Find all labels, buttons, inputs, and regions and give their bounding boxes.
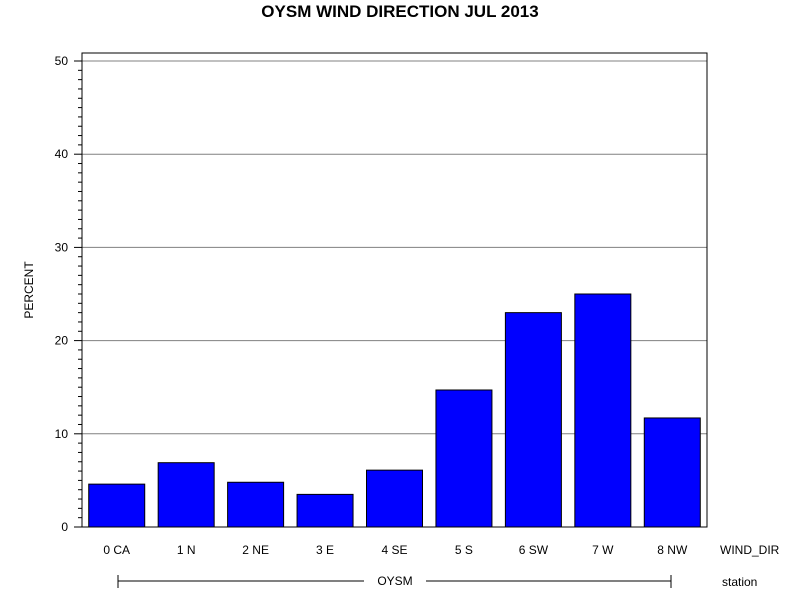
group-bracket: OYSM — [117, 574, 672, 588]
bar — [296, 493, 354, 528]
bar — [574, 293, 632, 528]
x-tick-label: 3 E — [316, 543, 334, 557]
bar — [366, 469, 423, 528]
bar — [643, 417, 701, 528]
x-tick-label: 1 N — [177, 543, 196, 557]
bar — [435, 389, 493, 528]
bar — [157, 462, 215, 528]
y-tick-label: 40 — [55, 147, 69, 161]
bars — [88, 293, 701, 528]
y-axis: 0 10 20 30 40 50 — [55, 54, 82, 534]
x-tick-label: 0 CA — [103, 543, 130, 557]
bar — [227, 481, 285, 528]
x-tick-label: 4 SE — [381, 543, 407, 557]
bar — [88, 483, 146, 528]
x-axis-labels: 0 CA 1 N 2 NE 3 E 4 SE 5 S 6 SW 7 W 8 NW — [103, 543, 688, 557]
y-tick-label: 30 — [55, 240, 69, 254]
bar — [504, 312, 562, 528]
group-label: OYSM — [377, 574, 412, 588]
chart-title: OYSM WIND DIRECTION JUL 2013 — [261, 2, 538, 21]
x-tick-label: 5 S — [455, 543, 473, 557]
plot-frame — [81, 52, 708, 528]
y-tick-label: 0 — [61, 520, 68, 534]
group-axis-label: station — [722, 575, 757, 589]
x-tick-label: 2 NE — [242, 543, 269, 557]
x-tick-label: 7 W — [592, 543, 614, 557]
x-tick-label: 8 NW — [657, 543, 688, 557]
y-tick-label: 50 — [55, 54, 69, 68]
y-tick-label: 20 — [55, 334, 69, 348]
y-axis-label: PERCENT — [22, 261, 36, 319]
y-tick-label: 10 — [55, 427, 69, 441]
x-axis-label: WIND_DIR — [720, 543, 780, 557]
x-tick-label: 6 SW — [519, 543, 549, 557]
